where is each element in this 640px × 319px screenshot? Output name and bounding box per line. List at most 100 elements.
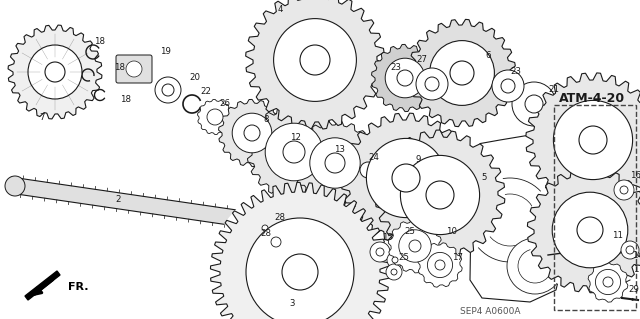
Circle shape: [527, 167, 640, 293]
Text: 12: 12: [291, 133, 301, 143]
Circle shape: [621, 241, 639, 259]
Circle shape: [418, 243, 463, 287]
Circle shape: [588, 262, 628, 302]
Text: 25: 25: [399, 254, 410, 263]
Text: 5: 5: [481, 174, 487, 182]
Circle shape: [375, 130, 505, 260]
Text: 22: 22: [200, 87, 211, 97]
Circle shape: [450, 61, 474, 85]
Polygon shape: [9, 177, 251, 228]
Circle shape: [385, 58, 425, 98]
Polygon shape: [247, 105, 341, 199]
Circle shape: [512, 82, 556, 126]
Circle shape: [300, 45, 330, 75]
FancyBboxPatch shape: [597, 243, 627, 253]
Polygon shape: [25, 271, 60, 300]
Circle shape: [554, 100, 632, 180]
Text: 16: 16: [630, 170, 640, 180]
Circle shape: [408, 19, 516, 127]
Circle shape: [366, 138, 445, 218]
Circle shape: [292, 121, 378, 205]
Text: 25: 25: [404, 227, 415, 236]
Circle shape: [620, 186, 628, 194]
Circle shape: [5, 176, 25, 196]
Circle shape: [45, 62, 65, 82]
Circle shape: [518, 249, 552, 283]
Circle shape: [8, 25, 102, 119]
Circle shape: [501, 79, 515, 93]
Circle shape: [28, 45, 82, 99]
Text: 8: 8: [263, 115, 269, 124]
Text: 9: 9: [415, 155, 420, 165]
Polygon shape: [372, 44, 438, 112]
Circle shape: [435, 260, 445, 270]
Polygon shape: [292, 121, 378, 205]
Circle shape: [525, 95, 543, 113]
Circle shape: [271, 237, 281, 247]
Polygon shape: [341, 113, 471, 243]
Circle shape: [271, 237, 282, 248]
Circle shape: [397, 70, 413, 86]
Circle shape: [626, 246, 634, 254]
Circle shape: [265, 123, 323, 181]
Circle shape: [552, 192, 628, 268]
Circle shape: [399, 230, 431, 262]
Text: FR.: FR.: [68, 282, 88, 292]
Circle shape: [401, 155, 479, 234]
Circle shape: [429, 41, 494, 105]
Circle shape: [268, 234, 284, 250]
Text: 17: 17: [452, 254, 463, 263]
Circle shape: [244, 125, 260, 141]
Text: 18: 18: [95, 38, 106, 47]
Circle shape: [310, 138, 360, 188]
Circle shape: [387, 252, 403, 268]
Bar: [554, 105, 636, 310]
Circle shape: [428, 252, 452, 278]
Text: 3: 3: [289, 300, 295, 308]
Polygon shape: [198, 100, 232, 135]
Circle shape: [341, 113, 471, 243]
Circle shape: [257, 220, 273, 236]
Circle shape: [247, 105, 341, 199]
Circle shape: [507, 238, 563, 294]
Circle shape: [577, 217, 603, 243]
Polygon shape: [268, 234, 284, 250]
Circle shape: [468, 178, 552, 262]
Circle shape: [126, 61, 142, 77]
Text: ATM-4-20: ATM-4-20: [559, 92, 625, 105]
Text: 28: 28: [260, 229, 271, 239]
Circle shape: [595, 270, 621, 295]
Circle shape: [603, 277, 613, 287]
Text: 18: 18: [115, 63, 125, 72]
Circle shape: [325, 153, 345, 173]
Circle shape: [350, 152, 386, 188]
Text: 18: 18: [120, 95, 131, 105]
Text: 7: 7: [39, 114, 45, 122]
Text: 14: 14: [632, 251, 640, 261]
Text: 26: 26: [220, 100, 230, 108]
Text: 19: 19: [159, 48, 170, 56]
Circle shape: [370, 242, 390, 262]
Polygon shape: [8, 25, 102, 119]
Circle shape: [246, 218, 354, 319]
Circle shape: [425, 77, 439, 91]
Polygon shape: [211, 182, 390, 319]
Text: 27: 27: [417, 56, 428, 64]
Circle shape: [391, 269, 397, 275]
Text: 15: 15: [383, 234, 394, 242]
Circle shape: [388, 219, 442, 273]
Circle shape: [232, 113, 272, 153]
Circle shape: [416, 68, 448, 100]
Circle shape: [386, 264, 402, 280]
FancyArrowPatch shape: [631, 298, 634, 300]
Circle shape: [579, 126, 607, 154]
Circle shape: [207, 109, 223, 125]
Circle shape: [392, 257, 398, 263]
Circle shape: [409, 240, 421, 252]
Text: 20: 20: [189, 73, 200, 83]
Circle shape: [155, 77, 181, 103]
Circle shape: [262, 225, 268, 231]
Text: 1: 1: [633, 265, 639, 275]
Text: 21: 21: [548, 85, 559, 94]
Circle shape: [371, 44, 438, 112]
